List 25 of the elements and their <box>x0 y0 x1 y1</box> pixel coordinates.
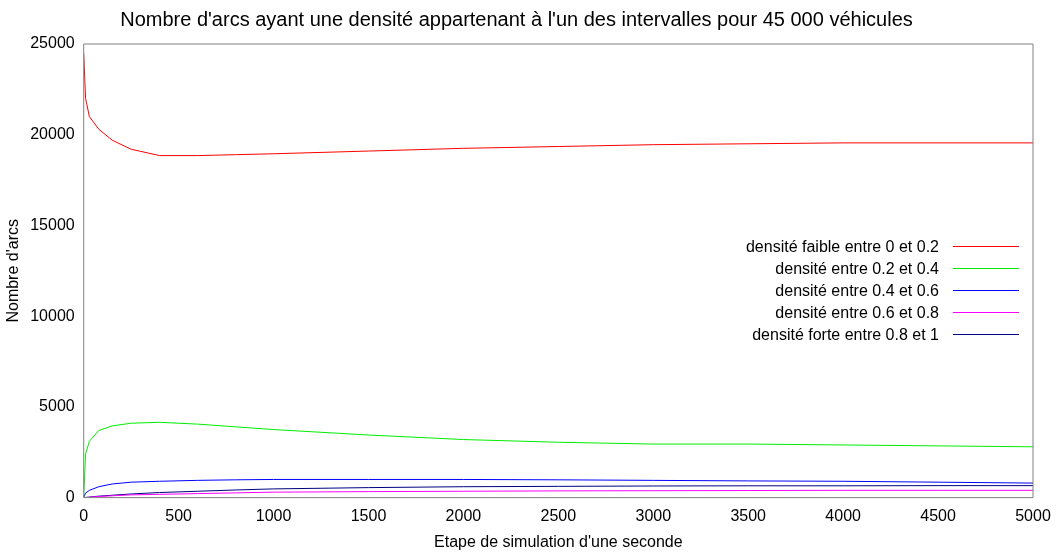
x-tick-label: 4000 <box>825 506 862 524</box>
y-tick-label: 10000 <box>30 306 75 324</box>
x-tick-label: 1000 <box>255 506 292 524</box>
legend-label: densité entre 0.4 et 0.6 <box>775 281 939 300</box>
x-tick-label: 4500 <box>920 506 956 524</box>
x-tick-label: 500 <box>165 506 193 524</box>
x-tick-label: 2000 <box>445 506 482 524</box>
legend-label: densité entre 0.6 et 0.8 <box>775 303 939 322</box>
legend-label: densité entre 0.2 et 0.4 <box>775 259 939 278</box>
legend-label: densité forte entre 0.8 et 1 <box>752 325 939 344</box>
x-tick-label: 3000 <box>635 506 672 524</box>
x-tick-label: 2500 <box>540 506 577 524</box>
y-axis-title: Nombre d'arcs <box>4 219 22 323</box>
y-tick-label: 15000 <box>30 215 75 233</box>
y-tick-label: 20000 <box>30 125 75 143</box>
x-axis-title: Etape de simulation d'une seconde <box>434 532 683 550</box>
y-tick-label: 25000 <box>30 34 75 52</box>
x-tick-label: 1500 <box>350 506 387 524</box>
x-tick-label: 0 <box>79 506 89 524</box>
legend-label: densité faible entre 0 et 0.2 <box>745 237 939 256</box>
x-tick-label: 5000 <box>1015 506 1051 524</box>
y-tick-label: 5000 <box>39 397 75 415</box>
chart-title: Nombre d'arcs ayant une densité appartenant à l'un des intervalles pour 45 000 véhicules <box>120 7 913 30</box>
x-tick-label: 3500 <box>730 506 767 524</box>
y-tick-label: 0 <box>65 488 75 506</box>
